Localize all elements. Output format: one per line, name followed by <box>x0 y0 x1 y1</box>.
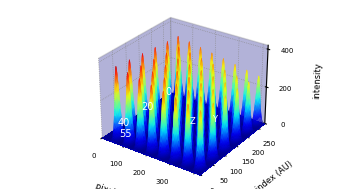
X-axis label: pixel index (AU): pixel index (AU) <box>94 182 159 189</box>
Y-axis label: pixel index (AU): pixel index (AU) <box>236 160 294 189</box>
